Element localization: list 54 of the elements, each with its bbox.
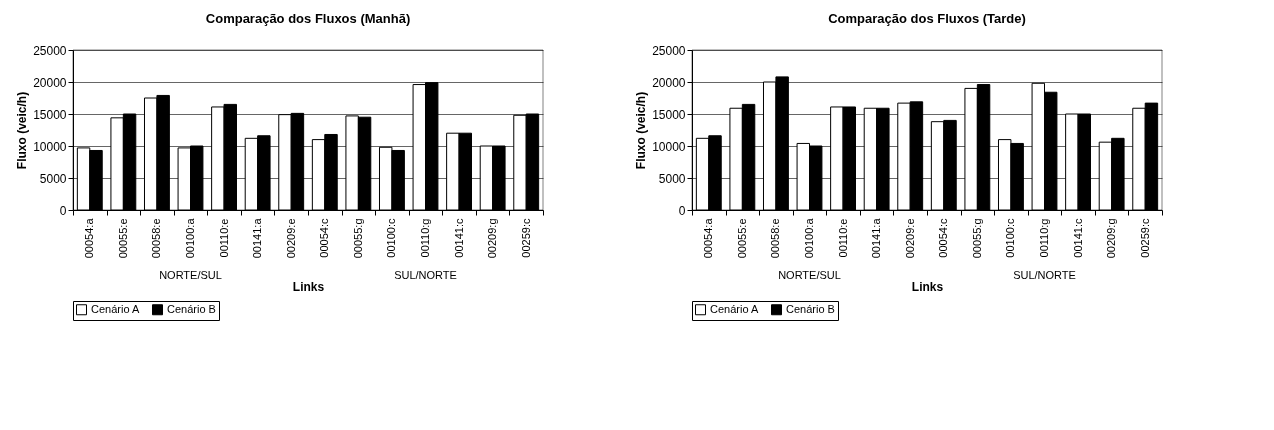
x-tick-label: 00058:e — [769, 218, 782, 259]
legend-label: Cenário B — [167, 302, 216, 315]
y-tick-label: 25000 — [33, 43, 67, 58]
x-tick-label: 00110:g — [419, 218, 431, 258]
x-tick-label: 00110:e — [836, 218, 849, 258]
x-tick-label: 00054:a — [702, 217, 715, 259]
x-tick-label: 00259:c — [1138, 218, 1151, 258]
y-tick-label: 0 — [59, 203, 67, 218]
y-tick-label: 10000 — [652, 139, 686, 154]
y-tick-label: 5000 — [39, 171, 67, 186]
x-tick-label: 00209:e — [903, 218, 916, 259]
x-tick-label: 00209:g — [1105, 218, 1118, 259]
x-tick-label: 00055:e — [116, 218, 129, 259]
chart-title: Comparação dos Fluxos (Manhã) — [205, 11, 411, 26]
x-tick-label: 00259:c — [519, 218, 532, 258]
chart-title: Comparação dos Fluxos (Tarde) — [828, 11, 1026, 26]
legend-label: Cenário B — [786, 302, 835, 315]
x-tick-label: 00058:e — [150, 218, 163, 259]
text: SUL/NORTE — [1013, 269, 1076, 281]
text: NORTE/SUL — [159, 269, 222, 281]
y-tick-label: 25000 — [652, 43, 686, 58]
y-tick-label: 5000 — [658, 171, 686, 186]
y-axis-title: Fluxo (veic/h) — [634, 91, 649, 170]
x-tick-label: 00055:g — [351, 218, 364, 259]
x-tick-label: 00141:a — [870, 217, 883, 259]
x-tick-label: 00209:e — [284, 218, 297, 259]
y-axis-title: Fluxo (veic/h) — [15, 91, 30, 170]
y-tick-label: 20000 — [652, 75, 686, 90]
text: NORTE/SUL — [778, 269, 841, 281]
x-tick-label: 00054:c — [937, 218, 950, 258]
y-tick-label: 15000 — [33, 107, 67, 122]
x-tick-label: 00100:a — [803, 217, 815, 259]
x-tick-label: 00209:g — [486, 218, 499, 259]
legend-label: Cenário A — [710, 302, 759, 315]
x-axis-title: Links — [292, 280, 325, 295]
x-tick-label: 00055:g — [970, 218, 983, 259]
x-axis-title: Links — [911, 280, 944, 295]
x-tick-label: 00054:c — [318, 218, 331, 258]
x-tick-label: 00100:c — [385, 218, 398, 258]
x-tick-label: 00141:c — [452, 218, 465, 258]
text: SUL/NORTE — [394, 269, 457, 281]
x-tick-label: 00100:a — [184, 217, 196, 259]
x-tick-label: 00054:a — [83, 217, 96, 259]
x-tick-label: 00055:e — [735, 218, 748, 259]
x-tick-label: 00110:g — [1038, 218, 1050, 258]
x-tick-label: 00141:a — [251, 217, 264, 259]
y-tick-label: 10000 — [33, 139, 67, 154]
x-tick-label: 00110:e — [217, 218, 230, 258]
y-tick-label: 15000 — [652, 107, 686, 122]
legend-label: Cenário A — [91, 302, 140, 315]
x-tick-label: 00100:c — [1004, 218, 1017, 258]
y-tick-label: 20000 — [33, 75, 67, 90]
x-tick-label: 00141:c — [1071, 218, 1084, 258]
y-tick-label: 0 — [678, 203, 686, 218]
